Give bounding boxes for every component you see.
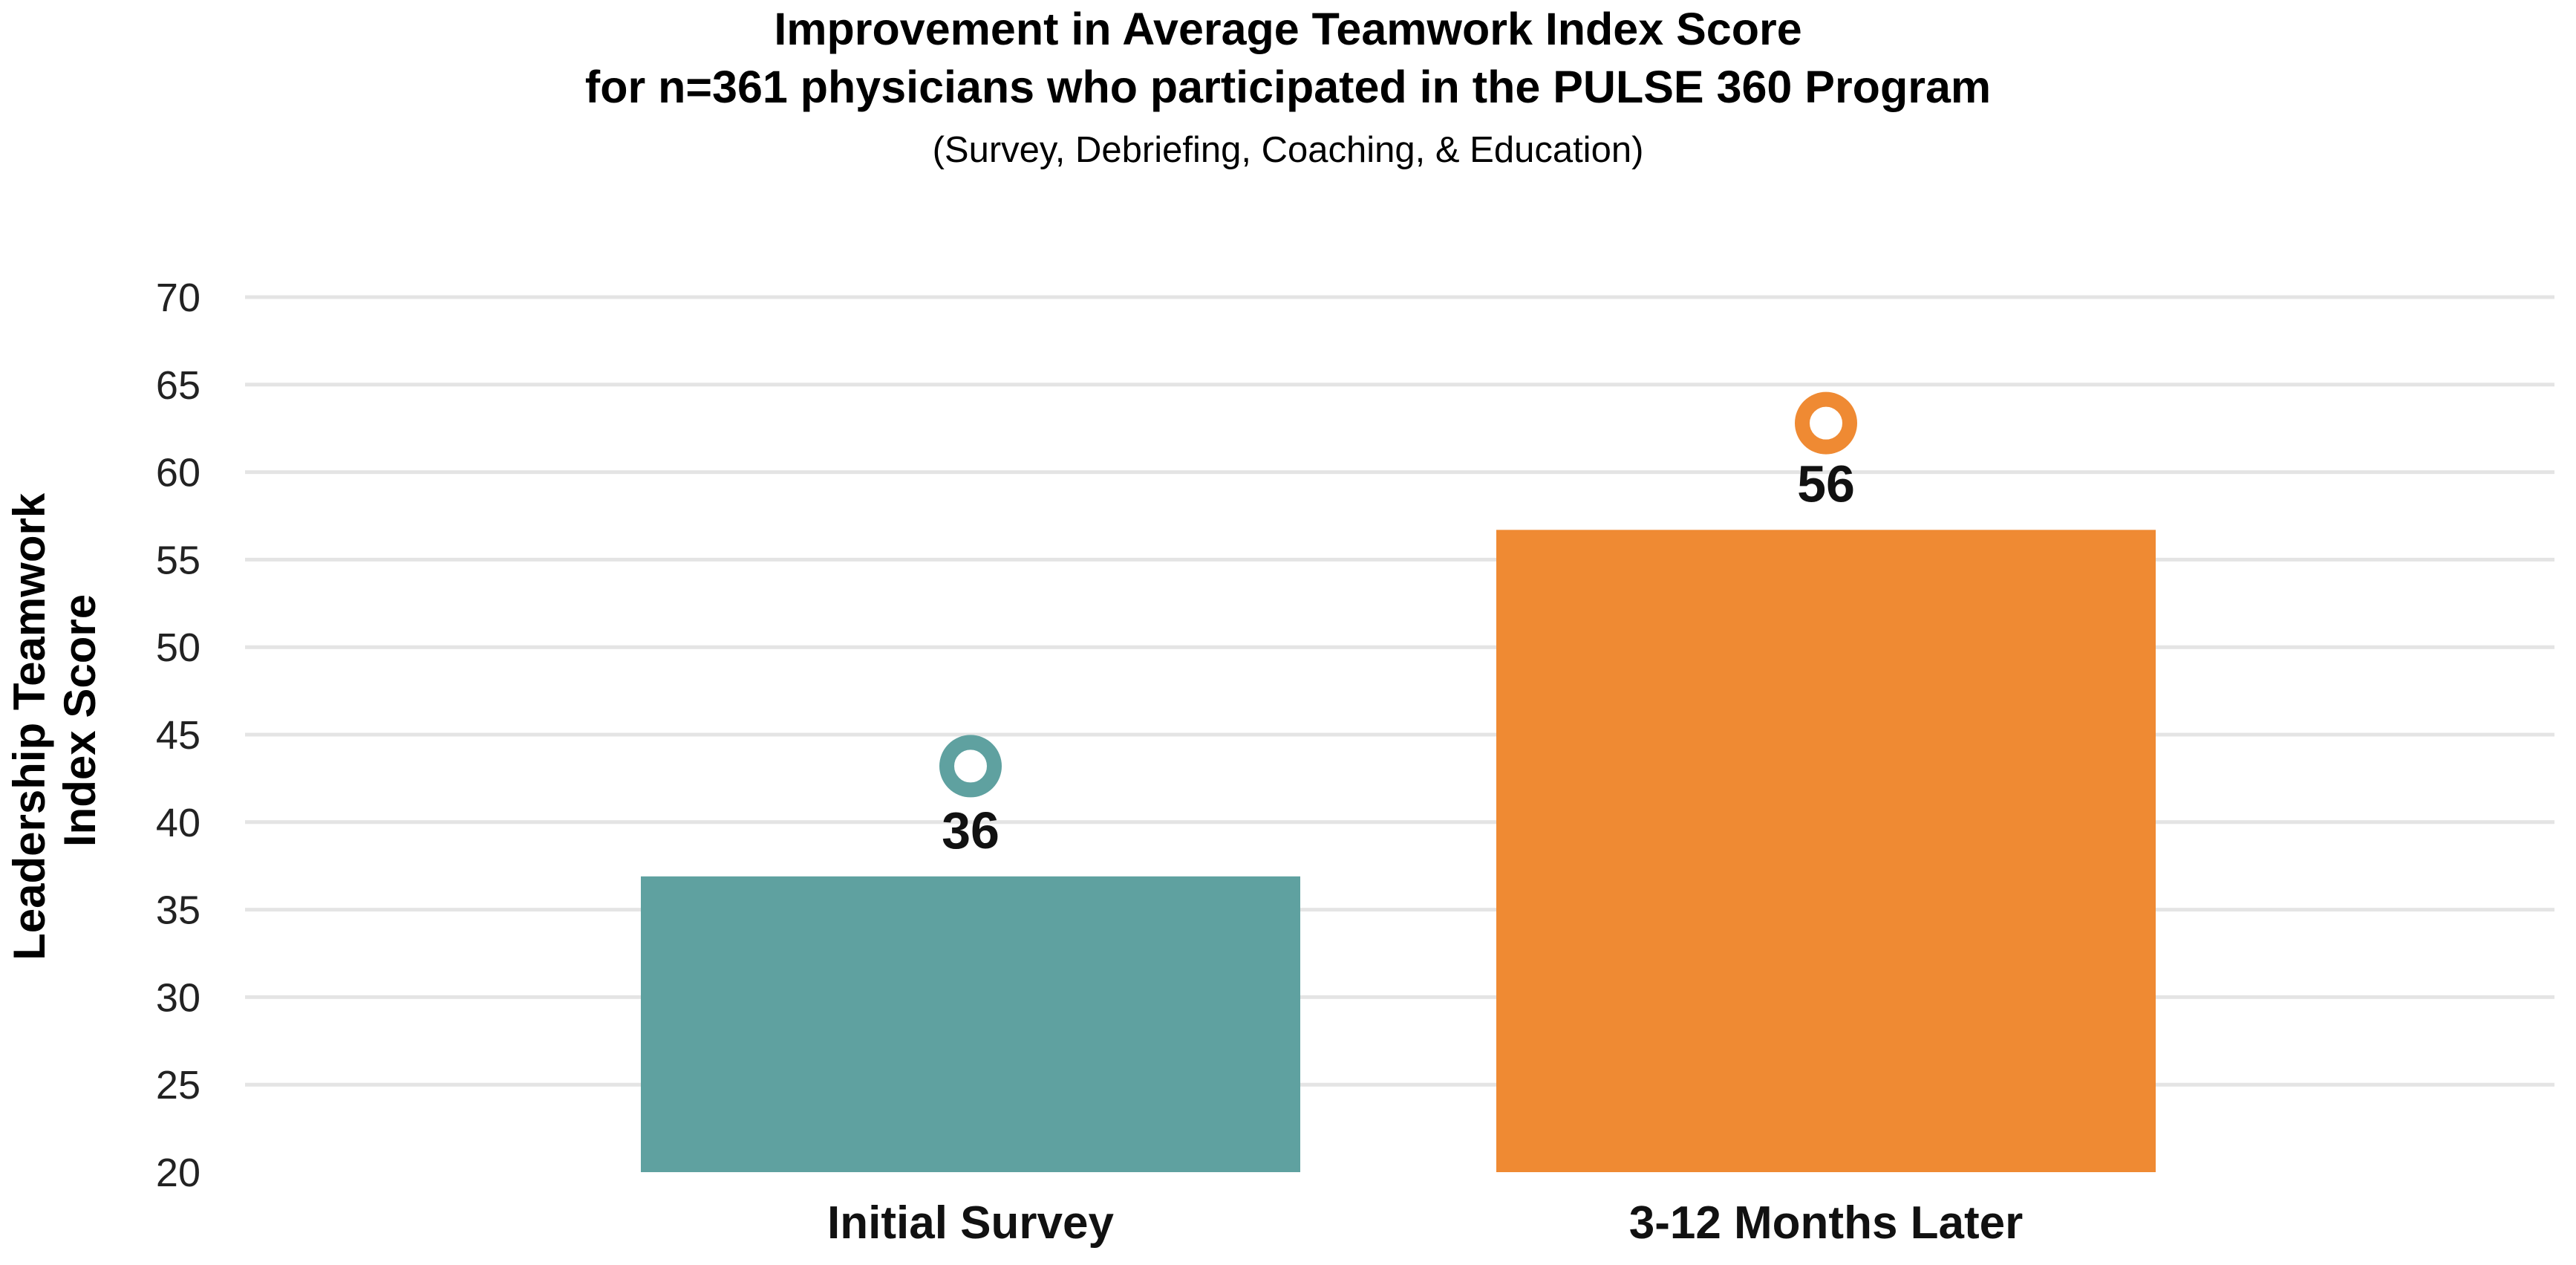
data-label: 36 [942, 801, 1000, 859]
data-label: 56 [1797, 455, 1855, 513]
chart-subtitle: (Survey, Debriefing, Coaching, & Educati… [932, 130, 1644, 170]
category-labels: Initial Survey 3-12 Months Later [827, 1197, 2023, 1249]
marker-ring [1795, 391, 1857, 455]
y-tick-label: 20 [156, 1151, 200, 1195]
bar [1496, 530, 2156, 1172]
y-axis-label: Leadership Teamwork Index Score [4, 481, 105, 960]
y-tick-label: 35 [156, 888, 200, 933]
y-axis-label-line-2: Index Score [55, 594, 105, 847]
y-tick-label: 30 [156, 975, 200, 1020]
y-axis-label-line-1: Leadership Teamwork [4, 492, 54, 960]
y-tick-label: 25 [156, 1063, 200, 1108]
y-tick-label: 70 [156, 276, 200, 320]
y-tick-label: 45 [156, 713, 200, 758]
y-tick-label: 60 [156, 451, 200, 495]
x-category-label: Initial Survey [827, 1197, 1114, 1249]
x-category-label: 3-12 Months Later [1629, 1197, 2024, 1249]
chart-title-line-1: Improvement in Average Teamwork Index Sc… [774, 4, 1802, 54]
y-tick-labels: 20 25 30 35 40 45 50 55 60 65 70 [156, 276, 200, 1195]
chart-title-line-2: for n=361 physicians who participated in… [584, 62, 1992, 112]
grid-layer [245, 295, 2554, 1087]
bar [641, 876, 1300, 1172]
marker-ring [939, 735, 1002, 798]
y-tick-label: 55 [156, 538, 200, 582]
bars [641, 530, 2156, 1172]
y-tick-label: 50 [156, 625, 200, 670]
data-labels: 36 56 [939, 391, 1857, 859]
y-tick-label: 65 [156, 363, 200, 408]
chart-title-block: Improvement in Average Teamwork Index Sc… [0, 0, 2576, 172]
y-tick-label: 40 [156, 801, 200, 845]
